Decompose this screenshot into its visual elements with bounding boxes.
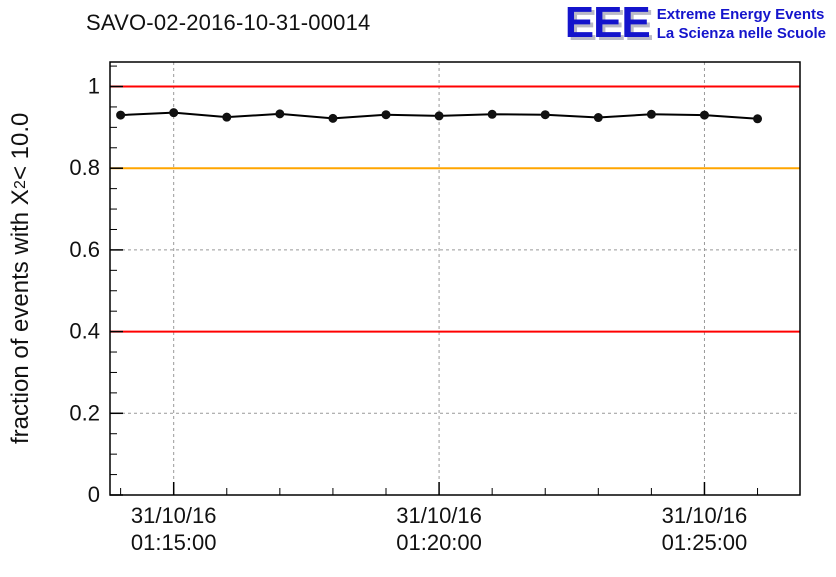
y-tick-label: 0.6 xyxy=(69,237,100,262)
data-point xyxy=(328,113,338,123)
data-point xyxy=(646,109,656,119)
x-tick-label-date: 31/10/16 xyxy=(662,503,748,528)
y-axis-label-prefix: fraction of events with X xyxy=(7,188,34,444)
x-tick-label-date: 31/10/16 xyxy=(131,503,217,528)
data-point xyxy=(381,110,391,120)
data-point xyxy=(116,110,126,120)
data-point xyxy=(434,111,444,121)
y-axis-label-suffix: < 10.0 xyxy=(7,112,34,180)
x-tick-label-date: 31/10/16 xyxy=(396,503,482,528)
y-tick-label: 0.4 xyxy=(69,319,100,344)
y-axis-label-superscript: 2 xyxy=(12,179,29,189)
data-point xyxy=(753,114,763,124)
data-point xyxy=(487,109,497,119)
y-tick-label: 0 xyxy=(88,482,100,507)
x-tick-label-time: 01:20:00 xyxy=(396,530,482,555)
plot-frame xyxy=(109,61,801,496)
eee-logo: EEE Extreme Energy Events La Scienza nel… xyxy=(564,0,826,47)
data-point xyxy=(222,112,232,122)
y-tick-label: 0.8 xyxy=(69,155,100,180)
eee-logo-letters: EEE xyxy=(564,0,651,47)
eee-logo-text: Extreme Energy Events La Scienza nelle S… xyxy=(657,4,826,44)
data-point xyxy=(540,110,550,120)
data-point xyxy=(275,109,285,119)
y-tick-label: 1 xyxy=(88,74,100,99)
data-point xyxy=(699,110,709,120)
data-point xyxy=(169,108,179,118)
data-point xyxy=(593,113,603,123)
x-tick-label-time: 01:15:00 xyxy=(131,530,217,555)
eee-logo-line1: Extreme Energy Events xyxy=(656,6,825,23)
x-tick-label-time: 01:25:00 xyxy=(662,530,748,555)
plot-title: SAVO-02-2016-10-31-00014 xyxy=(86,10,371,35)
y-tick-label: 0.2 xyxy=(69,400,100,425)
eee-logo-line2: La Scienza nelle Scuole xyxy=(656,24,826,42)
